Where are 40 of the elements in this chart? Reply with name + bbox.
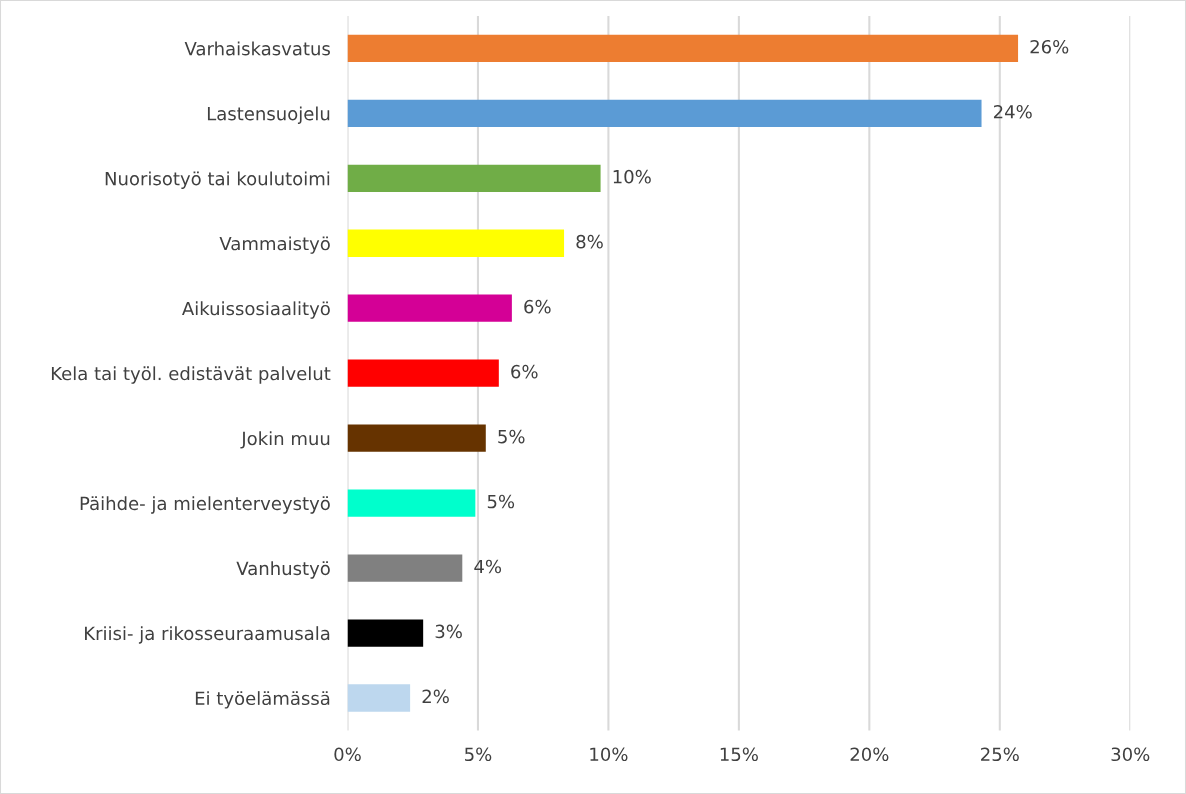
x-tick-label: 20% <box>850 747 889 762</box>
data-label: 6% <box>524 299 551 314</box>
data-label: 3% <box>435 624 462 639</box>
y-tick-label: Nuorisotyö tai koulutoimi <box>105 171 330 189</box>
bar <box>347 554 463 582</box>
data-label: 8% <box>576 234 603 249</box>
data-label: 5% <box>487 494 515 509</box>
x-tick-label: 0% <box>334 747 361 762</box>
y-tick-label: Aikuissosiaalityö <box>182 301 330 319</box>
data-label: 24% <box>993 104 1032 119</box>
bar <box>347 294 512 322</box>
bar <box>347 359 499 387</box>
y-tick-label: Varhaiskasvatus <box>184 41 330 56</box>
x-tick-label: 25% <box>981 747 1019 762</box>
bar <box>347 424 486 452</box>
y-tick-label: Jokin muu <box>240 431 330 449</box>
bar <box>347 619 424 647</box>
bar <box>347 684 411 712</box>
bar <box>347 489 476 517</box>
data-label: 5% <box>498 429 525 444</box>
y-tick-label: Kriisi- ja rikosseuraamusala <box>85 626 330 644</box>
y-tick-label: Päihde- ja mielenterveystyö <box>80 496 330 514</box>
y-tick-label: Vammaistyö <box>219 236 330 254</box>
bar <box>347 164 601 192</box>
data-label: 26% <box>1030 39 1069 54</box>
x-tick-label: 30% <box>1111 747 1150 762</box>
data-label: 10% <box>613 169 651 184</box>
bar <box>347 34 1019 62</box>
data-label: 4% <box>474 559 502 574</box>
x-tick-label: 5% <box>465 747 492 762</box>
y-tick-label: Ei työelämässä <box>195 691 330 709</box>
y-tick-label: Lastensuojelu <box>207 106 330 124</box>
data-label: 2% <box>422 689 449 704</box>
bar <box>347 99 982 127</box>
x-tick-label: 10% <box>590 747 628 762</box>
y-tick-label: Kela tai työl. edistävät palvelut <box>51 366 331 384</box>
bar <box>347 229 565 257</box>
x-tick-label: 15% <box>720 747 758 762</box>
data-label: 6% <box>511 364 538 379</box>
y-tick-label: Vanhustyö <box>236 561 330 579</box>
